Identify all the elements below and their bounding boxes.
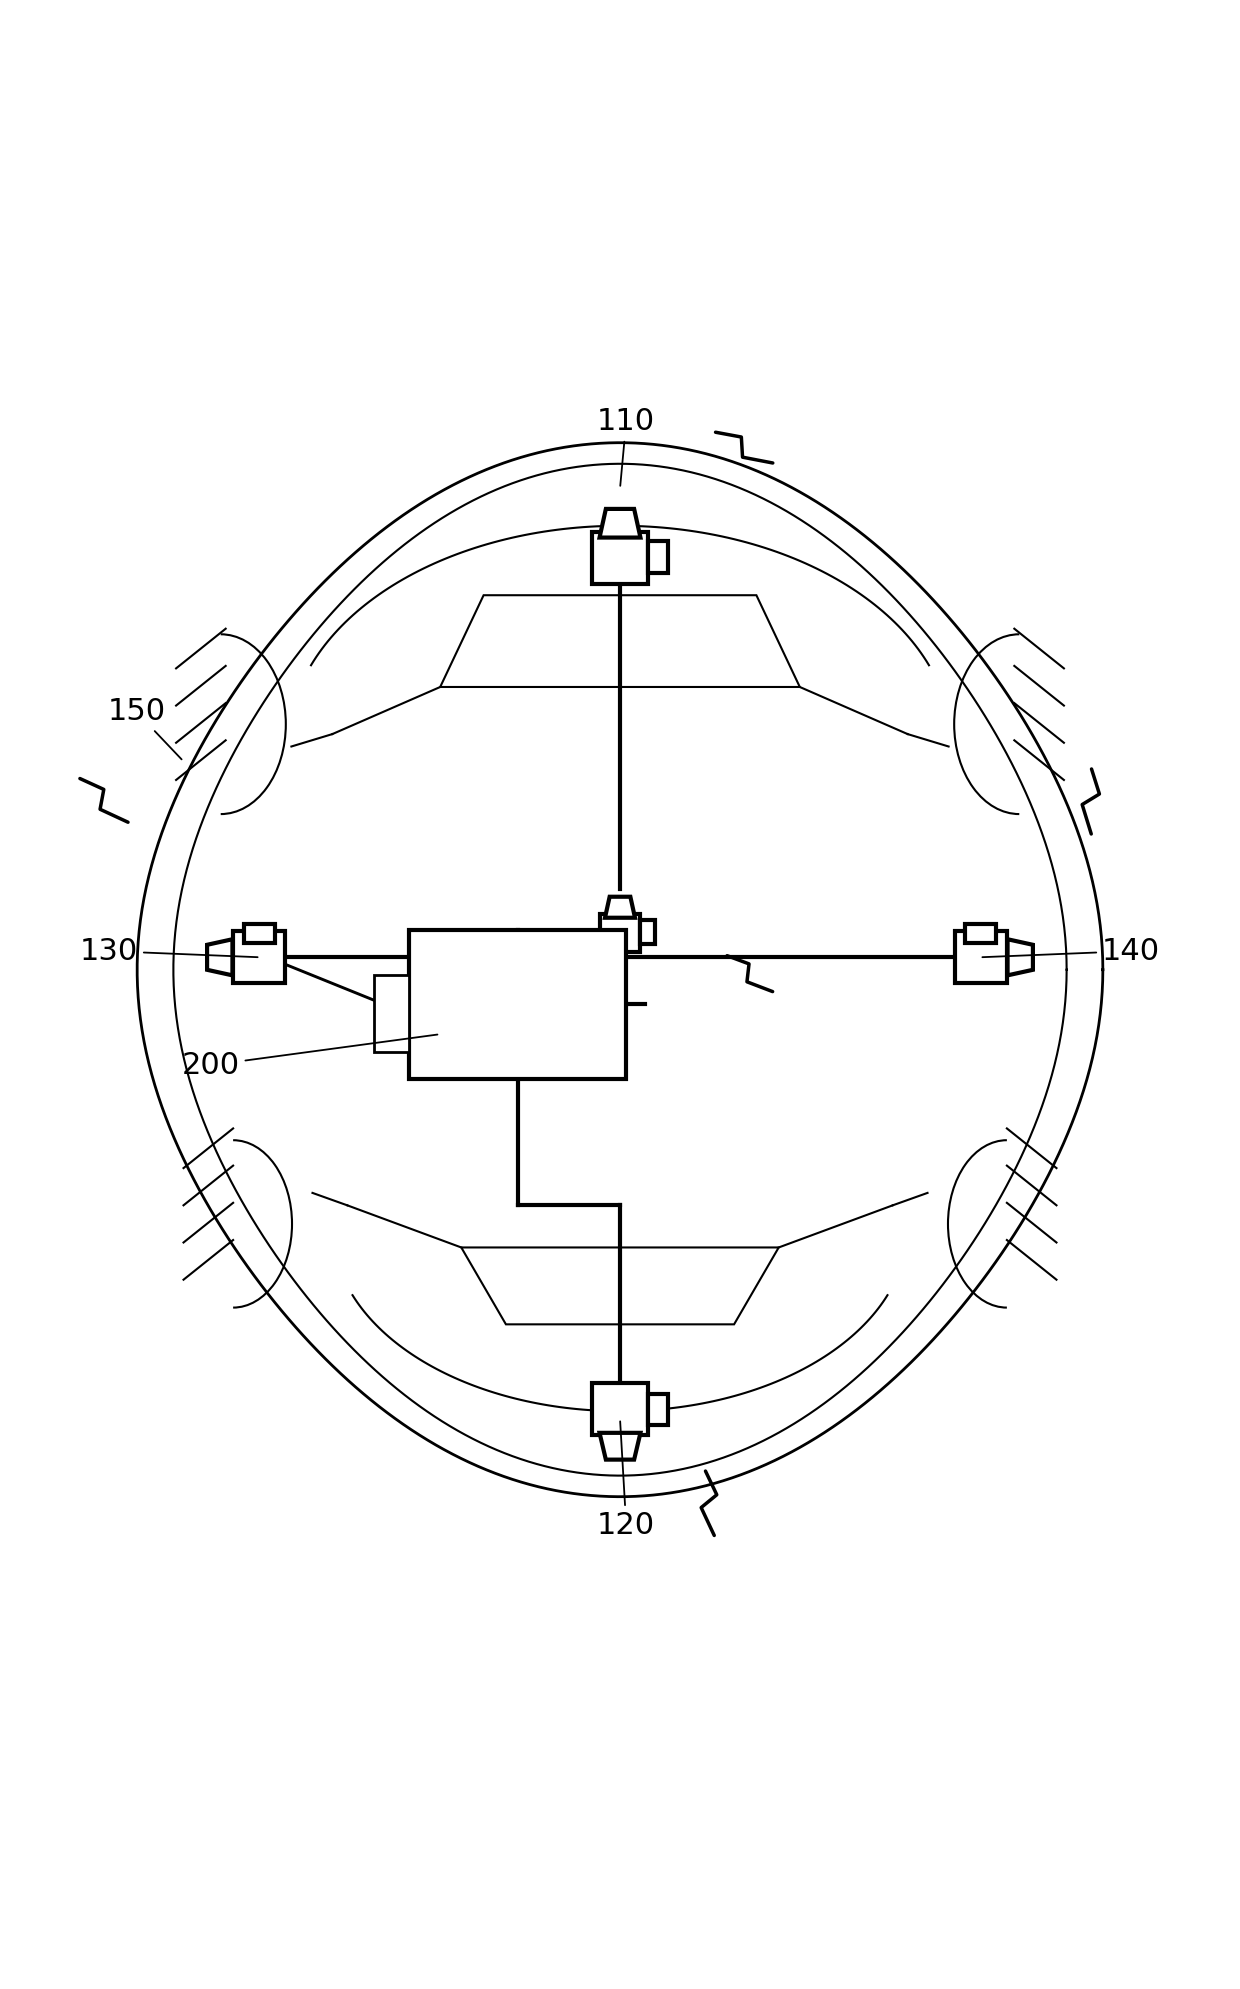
Bar — [647, 1394, 668, 1426]
Polygon shape — [605, 897, 635, 917]
Bar — [233, 931, 285, 983]
Bar — [374, 975, 409, 1052]
Bar — [600, 913, 640, 953]
Text: 140: 140 — [982, 937, 1159, 965]
Polygon shape — [440, 595, 800, 686]
Bar — [593, 1382, 647, 1434]
Bar — [965, 923, 997, 943]
Text: 130: 130 — [81, 937, 258, 965]
Bar — [647, 541, 668, 573]
Polygon shape — [461, 1247, 779, 1325]
Bar — [243, 923, 275, 943]
Polygon shape — [207, 939, 232, 975]
Bar — [593, 531, 647, 585]
Polygon shape — [600, 509, 640, 537]
Bar — [409, 931, 626, 1078]
Text: 110: 110 — [598, 408, 655, 485]
Text: 200: 200 — [182, 1034, 438, 1080]
Text: 150: 150 — [108, 698, 181, 760]
Polygon shape — [1008, 939, 1033, 975]
Bar — [640, 921, 656, 943]
Polygon shape — [600, 1432, 640, 1460]
Text: 120: 120 — [598, 1422, 655, 1539]
Bar — [955, 931, 1007, 983]
